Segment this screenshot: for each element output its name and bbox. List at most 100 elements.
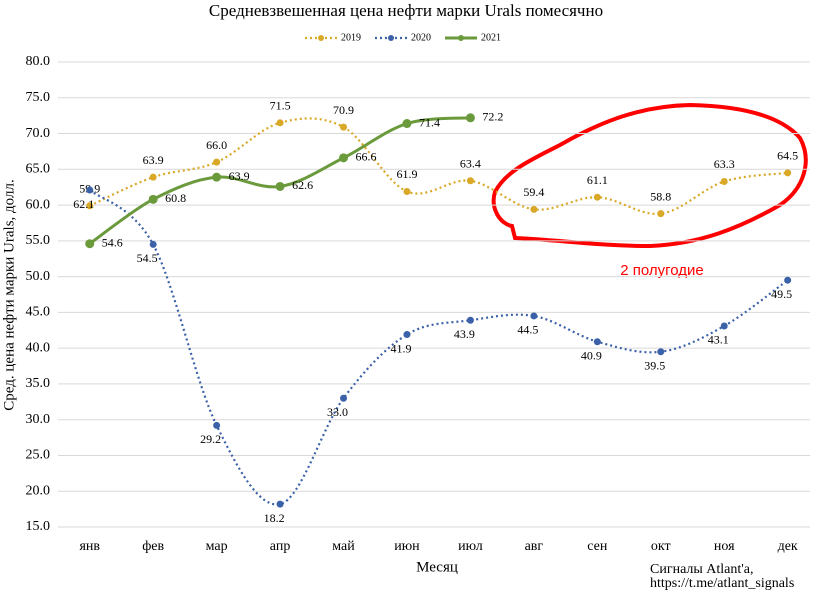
x-tick-label: авг (525, 539, 544, 554)
x-tick-label: янв (79, 539, 100, 554)
x-tick-label: май (332, 539, 355, 554)
data-point (276, 119, 284, 127)
y-tick-label: 60.0 (26, 197, 51, 212)
legend-marker (458, 35, 464, 41)
data-label: 63.9 (229, 169, 250, 183)
y-tick-label: 65.0 (26, 162, 51, 177)
data-point (148, 194, 158, 204)
data-point (530, 312, 538, 320)
x-tick-label: июн (394, 539, 420, 554)
y-tick-label: 75.0 (26, 90, 51, 105)
data-point (340, 394, 348, 402)
y-axis-label: Сред. цена нефти марки Urals, долл. (1, 179, 17, 410)
y-tick-label: 25.0 (26, 448, 51, 463)
data-point (530, 205, 538, 213)
data-point (657, 210, 665, 218)
data-label: 33.0 (327, 405, 348, 419)
y-tick-label: 30.0 (26, 412, 51, 427)
data-label: 43.1 (708, 333, 729, 347)
data-point (784, 276, 792, 284)
data-label: 66.6 (356, 150, 377, 164)
x-tick-label: апр (270, 539, 291, 554)
data-point (340, 123, 348, 131)
data-label: 63.4 (460, 157, 481, 171)
data-label: 70.9 (333, 103, 354, 117)
data-label: 44.5 (517, 323, 538, 337)
footer: Сигналы Atlant'a, (650, 562, 754, 577)
data-label: 71.4 (419, 115, 440, 129)
footer: https://t.me/atlant_signals (650, 576, 794, 591)
data-point (149, 173, 157, 181)
data-label: 54.6 (102, 235, 123, 249)
data-point (275, 181, 285, 191)
y-tick-label: 15.0 (26, 519, 51, 534)
legend-marker (388, 35, 394, 41)
data-point (593, 193, 601, 201)
y-tick-label: 55.0 (26, 233, 51, 248)
data-point (466, 316, 474, 324)
data-point (149, 240, 157, 248)
data-point (212, 172, 222, 182)
data-label: 62.1 (73, 197, 94, 211)
data-label: 41.9 (390, 341, 411, 355)
x-tick-label: июл (458, 539, 483, 554)
data-point (720, 177, 728, 185)
x-axis-label: Месяц (416, 559, 458, 575)
data-label: 40.9 (581, 348, 602, 362)
data-point (85, 239, 95, 249)
y-tick-label: 50.0 (26, 269, 51, 284)
data-point (403, 331, 411, 339)
y-tick-label: 80.0 (26, 54, 51, 69)
x-tick-label: дек (778, 539, 798, 554)
highlight-outline (491, 102, 808, 249)
data-label: 39.5 (644, 358, 665, 372)
data-point (720, 322, 728, 330)
data-label: 66.0 (206, 138, 227, 152)
data-point (86, 186, 94, 194)
data-label: 62.6 (292, 178, 313, 192)
x-tick-label: фев (142, 539, 164, 554)
data-point (402, 119, 412, 129)
y-tick-label: 45.0 (26, 305, 51, 320)
data-point (213, 421, 221, 429)
legend-label: 2019 (341, 32, 361, 43)
series-line (89, 189, 789, 506)
data-label: 59.4 (523, 185, 544, 199)
data-point (213, 158, 221, 166)
chart-title: Средневзвешенная цена нефти марки Urals … (209, 1, 603, 20)
y-tick-label: 40.0 (26, 340, 51, 355)
data-point (403, 187, 411, 195)
legend-label: 2021 (481, 32, 501, 43)
data-label: 63.3 (714, 157, 735, 171)
data-label: 63.9 (143, 153, 164, 167)
data-label: 60.8 (165, 191, 186, 205)
legend-marker (318, 35, 324, 41)
y-tick-label: 35.0 (26, 376, 51, 391)
data-label: 61.9 (396, 167, 417, 181)
data-point (276, 500, 284, 508)
data-point (339, 153, 349, 163)
legend-label: 2020 (411, 32, 431, 43)
series-line (89, 117, 788, 215)
data-point (657, 348, 665, 356)
data-point (593, 338, 601, 346)
data-label: 54.5 (137, 251, 158, 265)
data-label: 49.5 (771, 287, 792, 301)
data-label: 58.8 (650, 189, 671, 203)
data-label: 29.2 (200, 432, 221, 446)
data-label: 61.1 (587, 173, 608, 187)
data-label: 18.2 (264, 511, 285, 525)
data-label: 71.5 (270, 99, 291, 113)
x-tick-label: ноя (714, 539, 735, 554)
data-point (86, 202, 94, 210)
data-label: 72.2 (482, 110, 503, 124)
x-tick-label: мар (206, 539, 228, 554)
y-tick-label: 70.0 (26, 126, 51, 141)
data-point (465, 113, 475, 123)
data-label: 64.5 (777, 149, 798, 163)
y-tick-label: 20.0 (26, 483, 51, 498)
x-tick-label: сен (587, 539, 608, 554)
data-point (784, 169, 792, 177)
data-point (466, 177, 474, 185)
